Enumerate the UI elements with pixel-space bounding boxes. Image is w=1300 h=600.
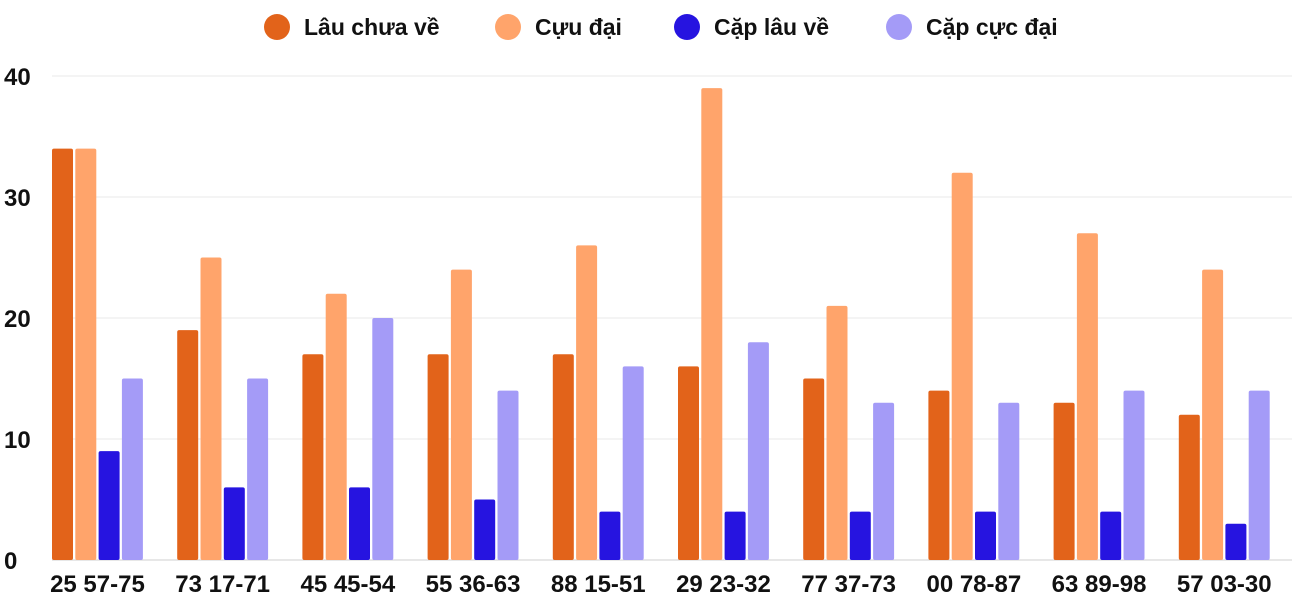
bar-2-3	[325, 293, 347, 560]
legend-swatch-icon	[886, 14, 912, 40]
legend-swatch-icon	[674, 14, 700, 40]
bar-1-2	[177, 330, 199, 560]
bar-3-9	[1100, 511, 1122, 560]
bar-4-10	[1248, 390, 1270, 560]
y-tick-label: 40	[4, 64, 31, 91]
bar-4-9	[1123, 390, 1145, 560]
bar-3-5	[599, 511, 621, 560]
bar-3-1	[98, 451, 120, 560]
bar-3-10	[1225, 523, 1247, 560]
bar-4-6	[747, 342, 769, 560]
y-tick-label: 30	[4, 185, 31, 212]
bar-2-6	[701, 88, 723, 560]
bar-3-7	[849, 511, 871, 560]
bar-2-8	[951, 172, 973, 561]
y-tick-label: 10	[4, 427, 31, 454]
bar-1-3	[302, 354, 324, 560]
legend-item-4[interactable]: Cặp cực đại	[886, 14, 1058, 40]
bar-2-7	[826, 305, 848, 560]
bar-4-8	[998, 402, 1020, 560]
x-axis-ticks: 25 57-75 73 17-71 45 45-54 55 36-63 88 15-51…	[50, 571, 1272, 598]
bars-layer	[52, 88, 1270, 561]
legend-label: Cặp cực đại	[926, 14, 1058, 40]
x-tick-label: 29 23-32	[676, 571, 771, 598]
bar-1-9	[1053, 402, 1075, 560]
x-tick-label: 88 15-51	[551, 571, 646, 598]
x-tick-label: 55 36-63	[426, 571, 521, 598]
bar-1-4	[427, 354, 449, 560]
bar-4-7	[873, 402, 895, 560]
legend-item-1[interactable]: Lâu chưa về	[264, 14, 440, 40]
x-tick-label: 57 03-30	[1177, 571, 1272, 598]
y-axis-ticks: 0 10 20 30 40	[4, 64, 31, 575]
bar-1-6	[678, 366, 699, 560]
bar-3-2	[223, 487, 245, 560]
x-tick-label: 63 89-98	[1052, 571, 1147, 598]
bar-3-8	[975, 511, 996, 560]
x-tick-label: 77 37-73	[801, 571, 896, 598]
bar-2-5	[576, 245, 598, 560]
x-tick-label: 25 57-75	[50, 571, 145, 598]
legend-swatch-icon	[495, 14, 521, 40]
legend-label: Lâu chưa về	[304, 14, 440, 40]
x-tick-label: 00 78-87	[926, 571, 1021, 598]
bar-2-1	[75, 148, 97, 560]
bar-2-9	[1076, 233, 1098, 561]
y-tick-label: 20	[4, 306, 31, 333]
legend-label: Cựu đại	[535, 14, 622, 40]
legend: Lâu chưa về Cựu đại Cặp lâu về Cặp cực đại	[264, 14, 1058, 40]
x-tick-label: 45 45-54	[300, 571, 395, 598]
legend-swatch-icon	[264, 14, 290, 40]
bar-2-10	[1202, 269, 1224, 560]
bar-1-8	[928, 390, 950, 560]
bar-4-1	[121, 378, 143, 560]
bar-3-4	[474, 499, 496, 560]
bar-1-7	[803, 378, 825, 560]
bar-4-2	[247, 378, 269, 560]
bar-1-10	[1178, 414, 1200, 560]
bar-2-2	[200, 257, 222, 560]
legend-label: Cặp lâu về	[714, 14, 829, 40]
x-tick-label: 73 17-71	[175, 571, 270, 598]
bar-4-5	[622, 366, 644, 560]
legend-item-3[interactable]: Cặp lâu về	[674, 14, 829, 40]
legend-item-2[interactable]: Cựu đại	[495, 14, 622, 40]
bar-3-3	[349, 487, 370, 560]
bar-2-4	[450, 269, 472, 560]
bar-1-5	[552, 354, 574, 560]
bar-3-6	[724, 511, 746, 560]
bar-4-4	[497, 390, 519, 560]
y-tick-label: 0	[4, 548, 17, 575]
bar-4-3	[372, 318, 394, 560]
bar-1-1	[52, 148, 73, 560]
